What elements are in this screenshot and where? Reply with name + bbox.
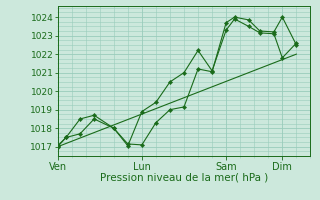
- X-axis label: Pression niveau de la mer( hPa ): Pression niveau de la mer( hPa ): [100, 173, 268, 183]
